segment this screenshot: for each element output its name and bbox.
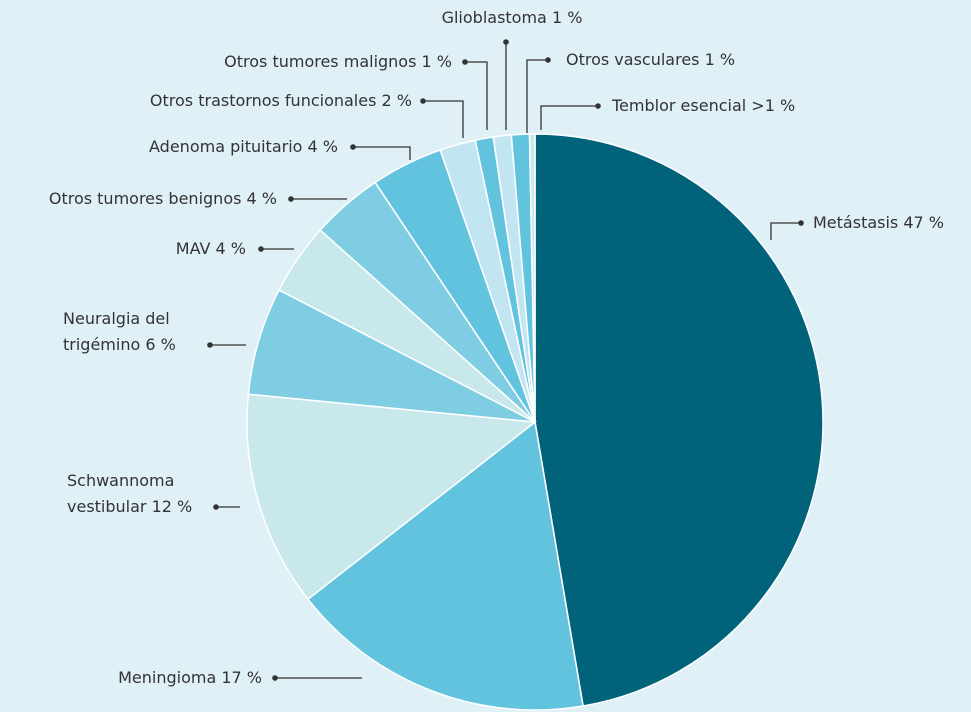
slice-label: Otros trastornos funcionales 2 % <box>150 88 412 114</box>
slice-label: Otros tumores benignos 4 % <box>49 186 277 212</box>
value-label: 47 % <box>903 213 945 232</box>
leader-line <box>353 146 411 160</box>
slice-label: MAV 4 % <box>176 236 246 262</box>
slice-label: Adenoma pituitario 4 % <box>149 134 338 160</box>
pie-slice <box>306 420 584 711</box>
leader-line <box>423 100 464 138</box>
value-label: 4 % <box>307 137 338 156</box>
category-name: Adenoma pituitario <box>149 137 303 156</box>
value-label: >1 % <box>751 96 796 115</box>
slice-label: Schwannoma vestibular 12 % <box>67 468 212 520</box>
value-label: 12 % <box>151 497 193 516</box>
value-label: 1 % <box>421 52 452 71</box>
value-label: 6 % <box>145 335 176 354</box>
category-name: Neuralgia del trigémino <box>63 309 170 354</box>
value-label: 4 % <box>215 239 246 258</box>
leader-dot <box>420 98 426 104</box>
slice-label: Otros vasculares 1 % <box>566 47 735 73</box>
leader-dot <box>350 144 356 150</box>
value-label: 17 % <box>221 668 262 687</box>
leader-line <box>526 59 548 133</box>
category-name: Temblor esencial <box>612 96 747 115</box>
value-label: 1 % <box>551 8 583 27</box>
category-name: Otros trastornos funcionales <box>149 91 377 110</box>
slice-label: Otros tumores malignos 1 % <box>224 49 452 75</box>
leader-dot <box>595 103 601 109</box>
pie-slice <box>534 133 824 707</box>
category-name: Otros vasculares <box>566 50 700 69</box>
slice-label: Glioblastoma 1 % <box>442 5 583 31</box>
leader-dot <box>272 675 278 681</box>
slice-label: Meningioma 17 % <box>118 665 262 691</box>
value-label: 4 % <box>246 189 277 208</box>
pie-slice <box>528 133 536 423</box>
value-label: 2 % <box>381 91 412 110</box>
value-label: 1 % <box>704 50 736 69</box>
slice-label: Temblor esencial >1 % <box>612 93 795 119</box>
category-name: Otros tumores malignos <box>224 52 417 71</box>
pie-slice <box>246 393 537 601</box>
leader-dot <box>503 39 509 45</box>
leader-dot <box>798 220 804 226</box>
leader-dot <box>545 57 551 63</box>
leader-dot <box>207 342 213 348</box>
category-name: Otros tumores benignos <box>48 189 242 208</box>
leader-line <box>465 61 488 130</box>
category-name: Schwannoma vestibular <box>67 471 175 516</box>
leader-line <box>770 222 801 240</box>
leader-dot <box>213 504 219 510</box>
leader-dot <box>258 246 264 252</box>
slice-label: Neuralgia del trigémino 6 % <box>63 306 208 358</box>
leader-dot <box>462 59 468 65</box>
leader-line <box>540 105 598 130</box>
category-name: MAV <box>175 239 211 258</box>
slice-label: Metástasis 47 % <box>813 210 944 236</box>
category-name: Meningioma <box>118 668 217 687</box>
leader-dot <box>288 196 294 202</box>
category-name: Glioblastoma <box>441 8 547 27</box>
category-name: Metástasis <box>813 213 899 232</box>
